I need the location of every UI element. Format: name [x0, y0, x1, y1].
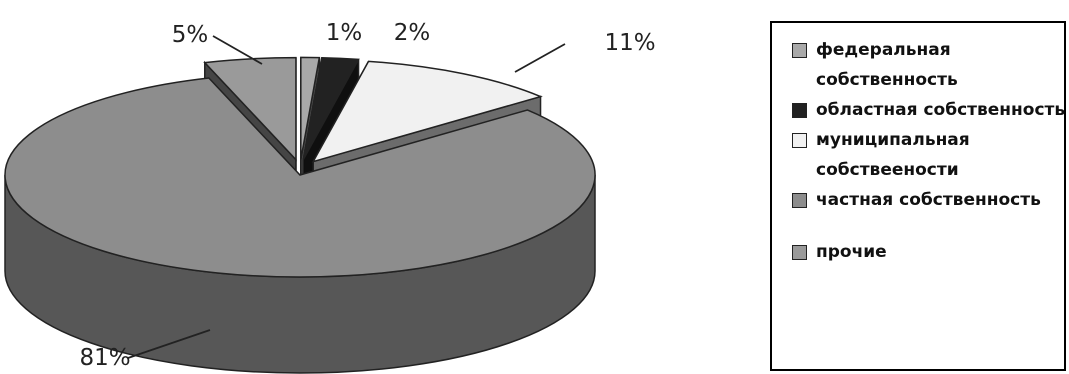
pie-chart-svg: 1% 2% 11% 81% 5% — [4, 20, 656, 374]
legend-item-other: прочие — [792, 237, 1064, 267]
legend-swatch-federal — [792, 43, 807, 58]
data-label-regional: 2% — [394, 20, 431, 46]
legend-label-other: прочие — [816, 242, 887, 262]
legend-label-private: частная собственность — [816, 190, 1041, 210]
data-labels: 1% 2% 11% 81% 5% — [79, 20, 655, 371]
legend-label-municipal: муниципальная собствеености — [816, 130, 970, 180]
legend-label-regional: областная собственность — [816, 100, 1066, 120]
data-label-municipal: 11% — [604, 30, 655, 56]
data-label-private: 81% — [79, 345, 130, 371]
legend-item-regional: областная собственность — [792, 95, 1065, 125]
legend-swatch-municipal — [792, 133, 807, 148]
pie-chart: 1% 2% 11% 81% 5% — [4, 20, 656, 374]
legend-swatch-other — [792, 245, 807, 260]
data-label-federal: 1% — [326, 20, 363, 46]
legend-item-federal: федеральная собственность — [792, 35, 1064, 95]
leader-lines — [127, 35, 566, 359]
pie-slice-private — [4, 77, 596, 374]
leader-line-private — [127, 329, 211, 359]
legend-swatch-private — [792, 193, 807, 208]
pie-slices — [4, 56, 596, 374]
leader-line-other — [212, 35, 263, 65]
legend-label-federal: федеральная собственность — [816, 40, 958, 90]
legend-item-private: частная собственность — [792, 185, 1064, 215]
chart-legend: федеральная собственность областная собс… — [770, 21, 1066, 371]
legend-swatch-regional — [792, 103, 807, 118]
data-label-other: 5% — [172, 22, 209, 48]
legend-item-municipal: муниципальная собствеености — [792, 125, 1064, 185]
leader-line-municipal — [514, 43, 566, 73]
